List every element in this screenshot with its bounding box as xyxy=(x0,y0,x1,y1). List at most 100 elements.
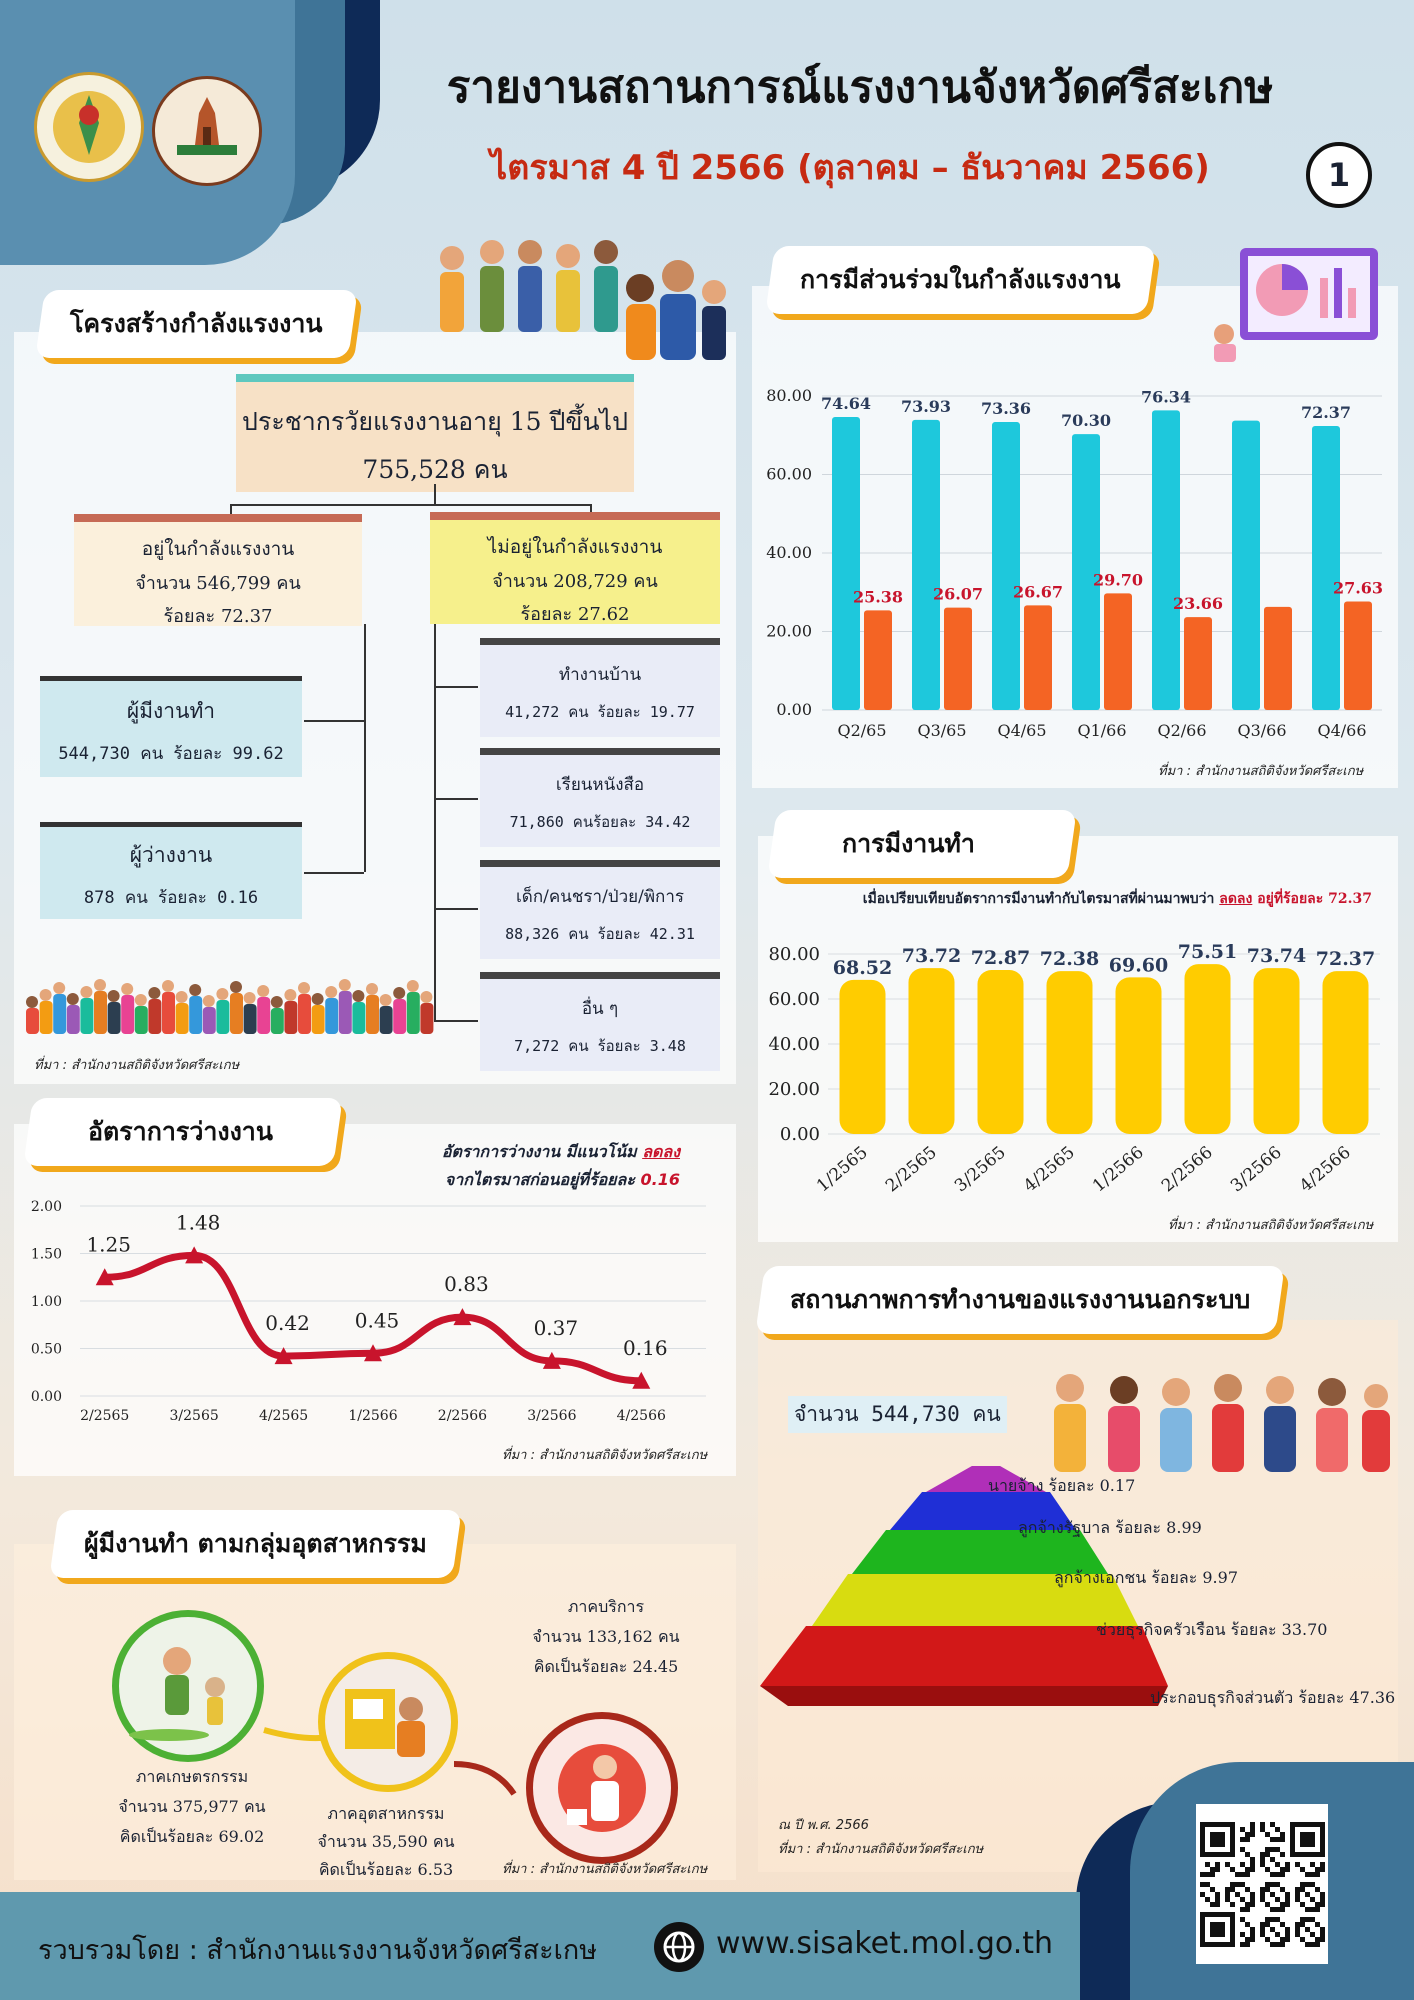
services-count: จำนวน 133,162 คน xyxy=(532,1627,680,1646)
qr-module xyxy=(1235,1892,1240,1897)
out-item-value: 88,326 คน ร้อยละ 42.31 xyxy=(505,925,695,943)
qr-module xyxy=(1240,1942,1245,1947)
manufacturing-text: ภาคอุตสาหกรรม จำนวน 35,590 คน คิดเป็นร้อ… xyxy=(276,1800,496,1884)
x-tick-label: Q1/66 xyxy=(1077,721,1126,740)
qr-module xyxy=(1260,1857,1265,1862)
bar-out-labor xyxy=(1104,593,1132,710)
qr-module xyxy=(1275,1882,1280,1887)
qr-module xyxy=(1265,1852,1270,1857)
y-tick-label: 40.00 xyxy=(766,543,812,562)
unemployment-chart: 0.00 0.50 1.00 1.50 2.00 1.25 2/2565 1.48 3/2565… xyxy=(31,1199,706,1424)
qr-module xyxy=(1230,1882,1235,1887)
qr-module xyxy=(1240,1882,1245,1887)
qr-module xyxy=(1300,1937,1305,1942)
qr-module xyxy=(1205,1872,1210,1877)
point-value-label: 0.42 xyxy=(265,1311,310,1335)
qr-module xyxy=(1295,1892,1300,1897)
crowd-person xyxy=(257,997,271,1034)
qr-module xyxy=(1280,1922,1285,1927)
out-item-label: อื่น ๆ xyxy=(581,999,619,1019)
qr-module xyxy=(1305,1917,1310,1922)
qr-module xyxy=(1250,1932,1255,1937)
qr-module xyxy=(1305,1882,1310,1887)
connector xyxy=(364,624,366,872)
qr-module xyxy=(1235,1882,1240,1887)
bar-employment xyxy=(908,968,955,1134)
employment-source: ที่มา : สำนักงานสถิติจังหวัดศรีสะเกษ xyxy=(1168,1218,1374,1233)
crowd-head xyxy=(257,985,270,997)
qr-module xyxy=(1295,1897,1300,1902)
line-point xyxy=(542,1351,561,1369)
y-tick-label: 1.50 xyxy=(31,1247,62,1263)
qr-module xyxy=(1265,1867,1270,1872)
qr-module xyxy=(1320,1937,1325,1942)
pyramid-label-government: ลูกจ้างรัฐบาล ร้อยละ 8.99 xyxy=(1018,1518,1202,1537)
bar-employment xyxy=(1253,968,1300,1134)
qr-module xyxy=(1300,1887,1305,1892)
qr-module xyxy=(1300,1867,1305,1872)
in-labor-count: จำนวน 546,799 คน xyxy=(135,573,301,594)
qr-module xyxy=(1245,1922,1250,1927)
crowd-head xyxy=(121,983,134,995)
qr-module xyxy=(1270,1917,1275,1922)
qr-module xyxy=(1210,1867,1215,1872)
qr-module xyxy=(1260,1852,1265,1857)
qr-module xyxy=(1205,1882,1210,1887)
crowd-head xyxy=(53,982,66,994)
y-tick-label: 1.00 xyxy=(31,1294,62,1310)
qr-module xyxy=(1300,1922,1305,1927)
qr-module xyxy=(1245,1942,1250,1947)
qr-module xyxy=(1310,1907,1315,1912)
globe-icon xyxy=(654,1922,704,1972)
qr-module xyxy=(1260,1927,1265,1932)
qr-code[interactable] xyxy=(1196,1804,1328,1964)
x-tick-label: 3/2565 xyxy=(170,1408,219,1424)
employment-note: เมื่อเปรียบเทียบอัตราการมีงานทำกับไตรมาส… xyxy=(832,888,1372,910)
page-subtitle: ไตรมาส 4 ปี 2566 (ตุลาคม – ธันวาคม 2566) xyxy=(490,148,1210,188)
qr-module xyxy=(1260,1862,1265,1867)
connector xyxy=(434,908,478,910)
connector xyxy=(434,484,436,504)
agriculture-text: ภาคเกษตรกรรม จำนวน 375,977 คน คิดเป็นร้อ… xyxy=(82,1762,302,1852)
participation-chart: 0.00 20.00 40.00 60.00 80.00 74.64 25.38 Q2/65 7… xyxy=(766,386,1383,740)
bar-value-label: 69.60 xyxy=(1109,954,1169,976)
qr-module xyxy=(1305,1892,1310,1897)
manufacturing-percent: คิดเป็นร้อยละ 6.53 xyxy=(318,1860,454,1879)
qr-module xyxy=(1210,1872,1215,1877)
qr-finder-core xyxy=(1210,1922,1225,1937)
qr-module xyxy=(1265,1887,1270,1892)
bar-value-label: 72.38 xyxy=(1040,948,1100,970)
manufacturing-count: จำนวน 35,590 คน xyxy=(317,1832,455,1851)
crowd-head xyxy=(202,995,215,1007)
crowd-person xyxy=(121,995,135,1034)
services-label: ภาคบริการ xyxy=(567,1597,645,1616)
qr-module xyxy=(1315,1942,1320,1947)
qr-module xyxy=(1320,1897,1325,1902)
footer-website-link[interactable]: www.sisaket.mol.go.th xyxy=(716,1926,1054,1961)
bar-in-labor xyxy=(1152,410,1180,710)
line-point xyxy=(453,1308,472,1326)
point-value-label: 0.37 xyxy=(534,1316,579,1340)
bar-value-label: 26.07 xyxy=(933,585,983,604)
crowd-person xyxy=(94,991,107,1034)
x-tick-label: 2/2565 xyxy=(882,1143,941,1197)
agriculture-percent: คิดเป็นร้อยละ 69.02 xyxy=(119,1827,265,1846)
qr-module xyxy=(1275,1862,1280,1867)
bar-in-labor xyxy=(1232,420,1260,710)
y-tick-label: 2.00 xyxy=(31,1199,62,1215)
qr-module xyxy=(1275,1907,1280,1912)
y-tick-label: 0.00 xyxy=(780,1124,820,1145)
crowd-person xyxy=(134,1006,148,1034)
qr-module xyxy=(1270,1882,1275,1887)
employed-box: ผู้มีงานทำ 544,730 คน ร้อยละ 99.62 xyxy=(40,676,302,777)
x-tick-label: Q3/65 xyxy=(917,721,966,740)
qr-module xyxy=(1250,1862,1255,1867)
qr-module xyxy=(1250,1897,1255,1902)
out-item-studying: เรียนหนังสือ 71,860 คนร้อยละ 34.42 xyxy=(480,748,720,847)
qr-module xyxy=(1270,1857,1275,1862)
qr-module xyxy=(1280,1852,1285,1857)
qr-module xyxy=(1310,1862,1315,1867)
crowd-head xyxy=(216,988,229,1000)
bar-employment xyxy=(1184,964,1231,1134)
crowd-head xyxy=(189,984,202,996)
